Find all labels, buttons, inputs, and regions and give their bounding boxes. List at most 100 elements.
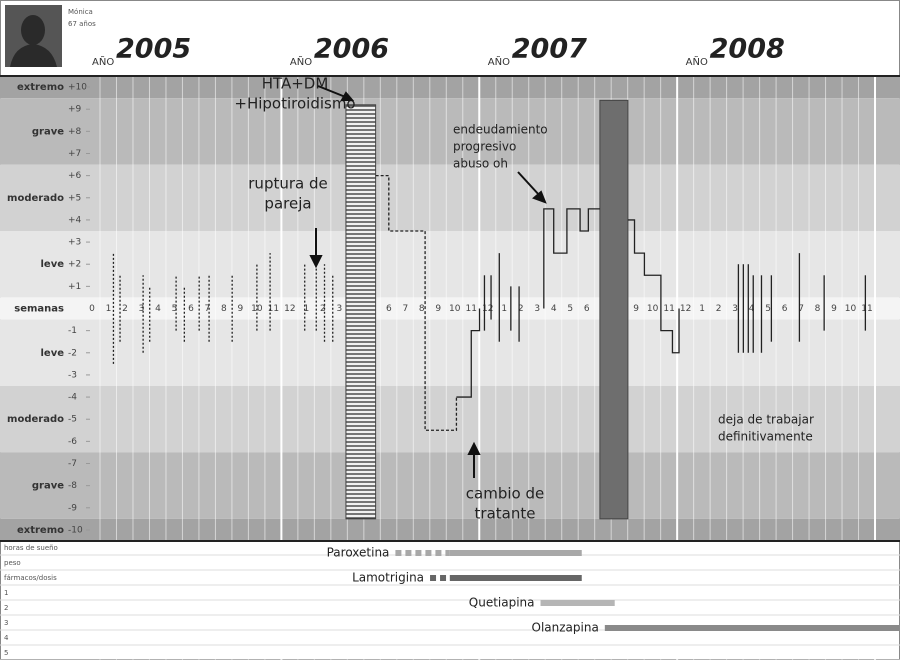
mood-trace <box>375 174 458 431</box>
x-tick-label: 4 <box>155 304 161 314</box>
annotation: deja de trabajar <box>718 413 814 427</box>
photo <box>5 5 62 67</box>
y-tick-label: -3 <box>68 370 77 380</box>
year-label: 2006 <box>314 34 389 65</box>
severity-label: moderado <box>7 414 64 425</box>
x-tick-label: 3 <box>534 304 540 314</box>
x-tick-label: 2 <box>122 304 128 314</box>
medication-name: Lamotrigina <box>352 571 424 585</box>
x-tick-label: 11 <box>663 304 674 314</box>
mood-trace <box>543 208 600 309</box>
y-tick-label: -5 <box>68 415 77 425</box>
annotation: pareja <box>264 195 311 213</box>
y-tick-label: +7 <box>68 149 81 159</box>
year-label: 2007 <box>512 34 587 65</box>
y-tick-label: +3 <box>68 238 81 248</box>
x-tick-label: 1 <box>106 304 112 314</box>
annotation: ruptura de <box>248 175 327 193</box>
y-tick-label: +2 <box>68 260 81 270</box>
x-tick-label: 5 <box>765 304 771 314</box>
y-tick-label: +5 <box>68 193 81 203</box>
x-tick-label: 5 <box>172 304 178 314</box>
severity-label: semanas <box>14 304 64 315</box>
severity-band <box>0 319 900 386</box>
x-tick-label: 2 <box>716 304 722 314</box>
annotation: definitivamente <box>718 430 813 444</box>
x-tick-label: 9 <box>633 304 639 314</box>
x-tick-label: 1 <box>304 304 310 314</box>
severity-band <box>0 164 900 231</box>
year-prefix: AÑO <box>488 55 510 68</box>
y-tick-label: +9 <box>68 105 82 115</box>
x-tick-label: 11 <box>466 304 477 314</box>
severity-label: grave <box>32 126 64 137</box>
x-tick-label: 11 <box>268 304 279 314</box>
x-tick-label: 3 <box>732 304 738 314</box>
x-tick-label: 9 <box>831 304 837 314</box>
year-prefix: AÑO <box>92 55 114 68</box>
severity-band <box>0 297 900 320</box>
x-tick-label: 5 <box>567 304 573 314</box>
row-label: 4 <box>4 634 9 642</box>
y-tick-label: -6 <box>68 437 77 447</box>
x-tick-label: 6 <box>386 304 392 314</box>
x-tick-label: 6 <box>584 304 590 314</box>
x-tick-label: 12 <box>284 304 295 314</box>
y-tick-label: -2 <box>68 348 77 358</box>
y-tick-label: +1 <box>68 282 81 292</box>
mood-trace <box>627 219 680 354</box>
severity-band <box>0 76 900 99</box>
annotation-arrows <box>309 85 547 478</box>
annotation: cambio de <box>466 485 544 503</box>
x-tick-label: 9 <box>435 304 441 314</box>
year-prefix: AÑO <box>686 55 708 68</box>
mood-trace <box>456 308 481 398</box>
severity-label: extremo <box>17 525 64 536</box>
x-tick-label: 7 <box>205 304 211 314</box>
annotation: abuso oh <box>453 157 508 171</box>
year-prefix: AÑO <box>290 55 312 68</box>
y-tick-label: +4 <box>68 215 82 225</box>
x-tick-label: 3 <box>139 304 145 314</box>
row-label: horas de sueño <box>4 544 58 552</box>
severity-label: grave <box>32 481 64 492</box>
severity-label: leve <box>40 259 64 270</box>
episode-block <box>345 104 377 520</box>
x-tick-label: 8 <box>815 304 821 314</box>
x-tick-label: 8 <box>221 304 227 314</box>
y-tick-label: +8 <box>68 127 82 137</box>
x-tick-label: 3 <box>336 304 342 314</box>
row-label: 1 <box>4 589 8 597</box>
patient-age: 67 años <box>68 20 96 28</box>
year-label: 2008 <box>710 34 785 65</box>
x-tick-label: 2 <box>518 304 524 314</box>
severity-band <box>0 518 900 541</box>
severity-label: moderado <box>7 193 64 204</box>
severity-label: leve <box>40 348 64 359</box>
x-tick-label: 10 <box>647 304 659 314</box>
medication-name: Paroxetina <box>327 546 390 560</box>
severity-band <box>0 98 900 165</box>
x-tick-label: 12 <box>680 304 691 314</box>
x-tick-label: 9 <box>238 304 244 314</box>
x-tick-label: 1 <box>501 304 507 314</box>
x-tick-label: 12 <box>482 304 493 314</box>
x-tick-label: 0 <box>89 304 95 314</box>
x-tick-label: 4 <box>551 304 557 314</box>
x-tick-label: 2 <box>320 304 326 314</box>
x-tick-label: 6 <box>782 304 788 314</box>
row-label: peso <box>4 559 21 567</box>
x-tick-label: 1 <box>699 304 705 314</box>
y-tick-label: -4 <box>68 393 77 403</box>
x-tick-label: 8 <box>419 304 425 314</box>
annotation: HTA+DM <box>262 75 329 93</box>
year-label: 2005 <box>116 34 191 65</box>
y-tick-label: -9 <box>68 503 77 513</box>
severity-label: extremo <box>17 82 64 93</box>
patient-name: Mónica <box>68 8 93 16</box>
x-tick-label: 11 <box>861 304 872 314</box>
severity-band <box>0 231 900 298</box>
y-tick-label: -10 <box>68 525 83 535</box>
y-tick-label: -1 <box>68 326 77 336</box>
